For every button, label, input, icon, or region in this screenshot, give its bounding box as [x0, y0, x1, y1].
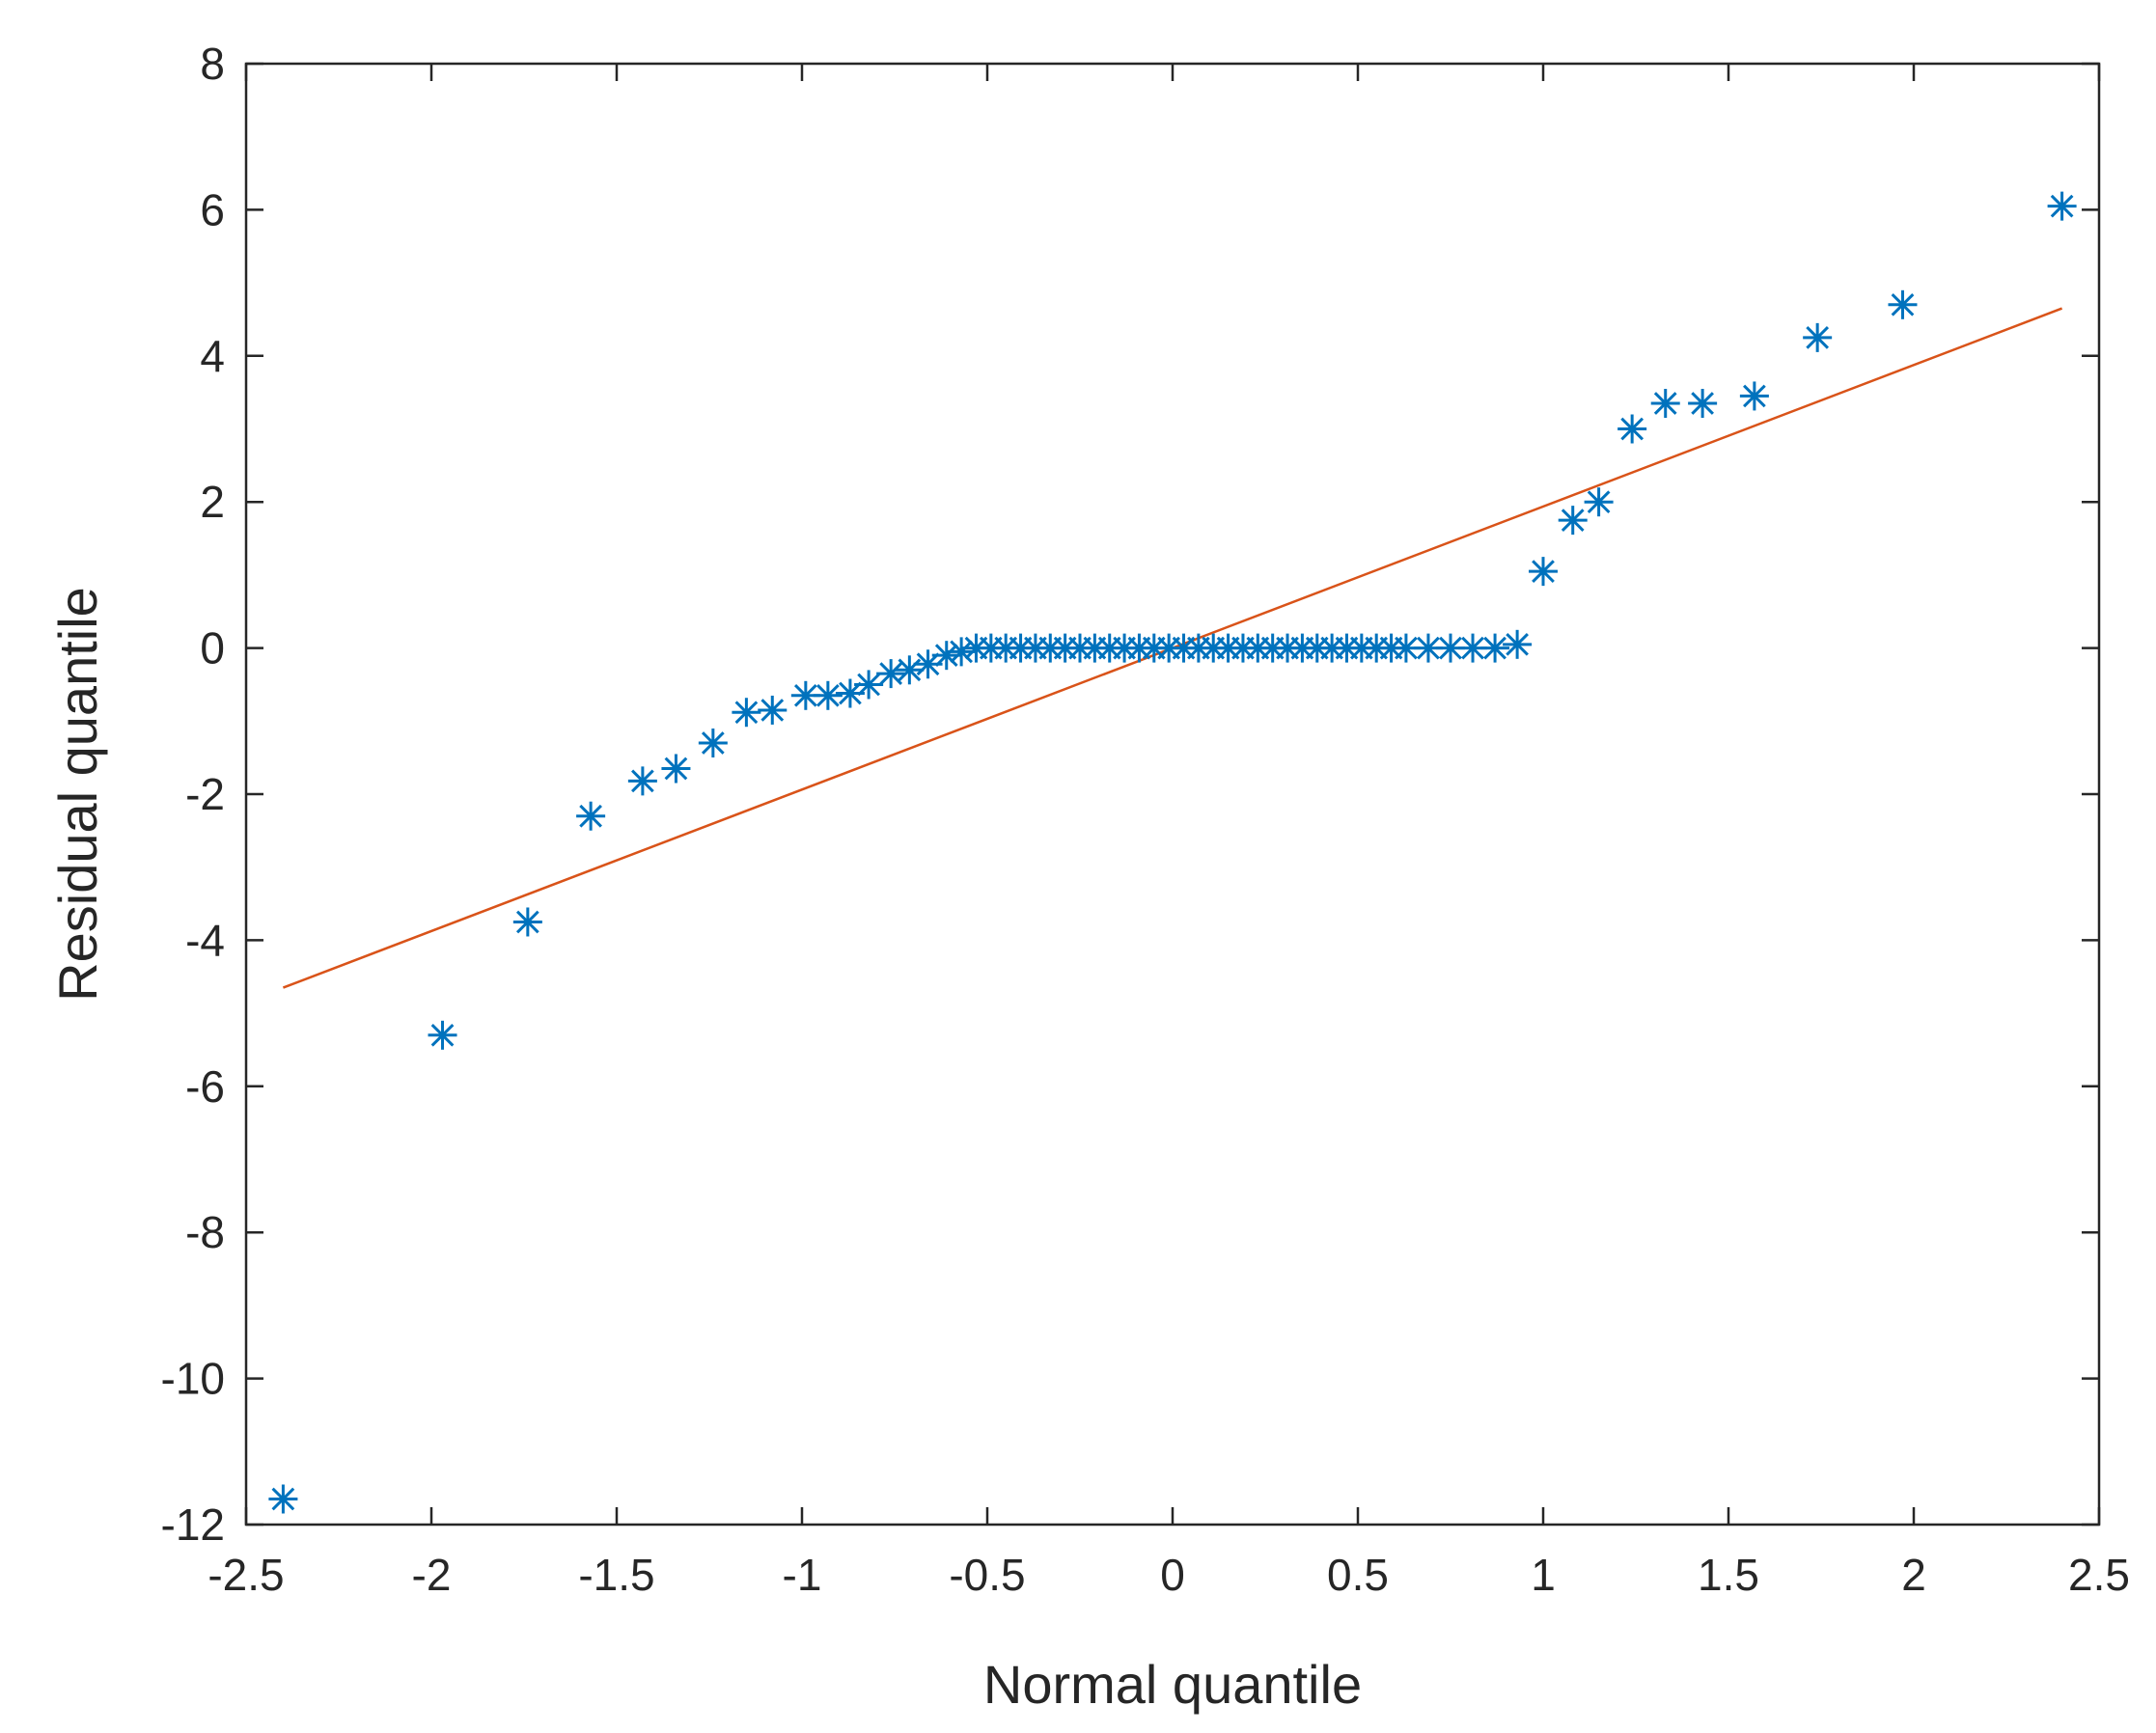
y-tick-label: -8	[185, 1207, 225, 1257]
data-point	[1888, 289, 1918, 319]
x-tick-label: 2.5	[2068, 1550, 2130, 1600]
y-tick-label: 0	[200, 623, 225, 674]
data-point	[1617, 414, 1647, 444]
data-point	[876, 659, 906, 689]
data-point	[1413, 633, 1443, 663]
y-tick-label: -4	[185, 915, 225, 965]
data-point	[1739, 381, 1769, 411]
plot-area	[246, 64, 2099, 1525]
y-tick-label: 8	[200, 39, 225, 89]
data-point	[854, 670, 884, 700]
x-tick-label: -0.5	[949, 1550, 1025, 1600]
data-point	[931, 641, 961, 671]
data-point	[1436, 633, 1465, 663]
data-point	[698, 729, 728, 758]
data-point	[1480, 633, 1510, 663]
y-tick-label: -2	[185, 769, 225, 819]
y-tick-label: 6	[200, 184, 225, 234]
x-tick-label: 1	[1531, 1550, 1556, 1600]
data-point	[512, 907, 542, 937]
data-point	[758, 695, 788, 725]
data-point	[895, 655, 925, 685]
y-tick-label: -12	[161, 1499, 225, 1550]
data-point	[1529, 557, 1558, 587]
data-point	[1584, 487, 1614, 517]
y-tick-label: 2	[200, 477, 225, 527]
x-tick-label: -1.5	[578, 1550, 654, 1600]
data-point	[813, 680, 843, 710]
x-tick-label: 0.5	[1327, 1550, 1389, 1600]
data-point	[428, 1020, 457, 1050]
data-point	[1650, 389, 1680, 419]
data-point	[1803, 322, 1833, 352]
data-point	[1558, 506, 1588, 536]
data-point	[576, 801, 606, 831]
y-tick-label: -6	[185, 1061, 225, 1112]
y-ticks-layer: -12 -10 -8 -6 -4 -2 0 2 4 6 8	[161, 39, 2099, 1550]
x-axis-label: Normal quantile	[983, 1654, 1362, 1715]
data-point	[627, 766, 657, 796]
x-tick-label: 0	[1160, 1550, 1185, 1600]
data-point	[1688, 389, 1718, 419]
x-tick-label: 1.5	[1698, 1550, 1759, 1600]
data-point	[2047, 191, 2077, 221]
y-tick-label: 4	[200, 331, 225, 381]
x-tick-label: 2	[1901, 1550, 1926, 1600]
x-tick-label: -2	[412, 1550, 452, 1600]
data-point	[268, 1484, 298, 1514]
x-tick-label: -1	[783, 1550, 822, 1600]
x-ticks-layer: -2.5 -2 -1.5 -1 -0.5 0 0.5 1 1.5 2 2.5	[207, 64, 2130, 1600]
data-point	[1503, 629, 1533, 659]
y-tick-label: -10	[161, 1354, 225, 1404]
y-axis-label: Residual quantile	[47, 587, 108, 1002]
data-point	[661, 754, 691, 784]
data-point	[732, 698, 761, 728]
x-tick-label: -2.5	[207, 1550, 284, 1600]
data-points-layer	[268, 191, 2077, 1514]
